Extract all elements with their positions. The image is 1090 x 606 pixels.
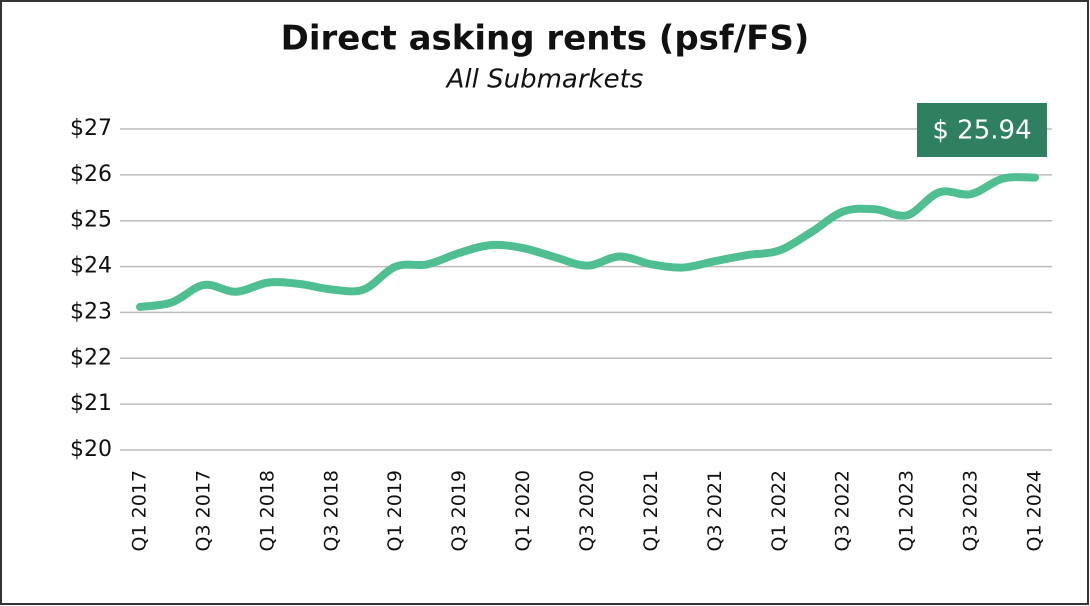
y-tick-label: $20 [70,437,112,462]
y-tick-label: $25 [70,208,112,233]
x-tick-label: Q3 2022 [832,470,854,551]
x-tick-label: Q1 2024 [1024,470,1046,551]
x-tick-label: Q3 2018 [320,470,342,551]
chart-title: Direct asking rents (psf/FS) [281,19,810,59]
x-tick-label: Q3 2019 [448,470,470,551]
x-tick-label: Q1 2019 [384,470,406,551]
line [136,173,1039,311]
y-tick-label: $26 [70,162,112,187]
x-tick-label: Q3 2017 [192,470,214,551]
x-tick-label: Q1 2023 [896,470,918,551]
x-tick-label: Q3 2023 [960,470,982,551]
y-tick-label: $24 [70,254,112,279]
chart-subtitle: All Submarkets [445,65,644,95]
x-tick-label: Q1 2022 [768,470,790,551]
y-tick-label: $23 [70,299,112,324]
x-tick-label: Q3 2020 [576,470,598,551]
y-tick-label: $22 [70,345,112,370]
x-tick-label: Q1 2021 [640,470,662,551]
x-tick-label: Q3 2021 [704,470,726,551]
x-tick-label: Q1 2018 [256,470,278,551]
x-tick-label: Q1 2017 [129,470,151,551]
y-tick-label: $21 [70,391,112,416]
value-label-box [917,103,1047,157]
x-tick-label: Q1 2020 [512,470,534,551]
y-tick-label: $27 [70,116,112,141]
value-label: $ 25.94 [932,116,1031,146]
